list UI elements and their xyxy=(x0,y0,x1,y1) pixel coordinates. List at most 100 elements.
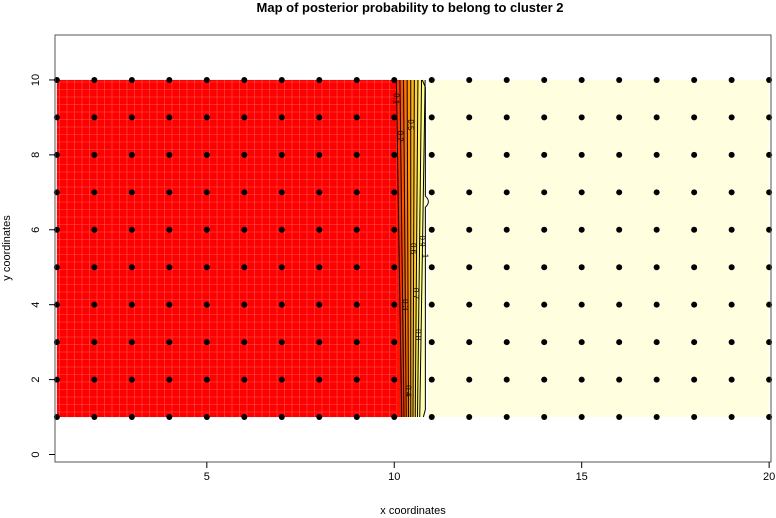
grid-point xyxy=(241,376,248,383)
contour-label: 0.5 xyxy=(406,119,415,131)
x-tick-label: 10 xyxy=(388,471,400,483)
grid-point xyxy=(241,189,248,196)
contour-label: 0.9 xyxy=(418,235,427,247)
grid-point xyxy=(241,76,248,83)
grid-point xyxy=(391,151,398,158)
grid-point xyxy=(166,226,173,233)
grid-point xyxy=(128,226,135,233)
low-probability-region xyxy=(56,79,397,418)
grid-point xyxy=(578,301,585,308)
grid-point xyxy=(203,414,210,421)
contour-label: 0.2 xyxy=(396,131,405,143)
grid-point xyxy=(541,226,548,233)
grid-point xyxy=(466,114,473,121)
grid-point xyxy=(391,264,398,271)
y-tick-label: 6 xyxy=(30,227,42,233)
grid-point xyxy=(278,189,285,196)
grid-point xyxy=(203,301,210,308)
grid-point xyxy=(203,339,210,346)
grid-point xyxy=(428,76,435,83)
grid-point xyxy=(428,301,435,308)
grid-point xyxy=(391,376,398,383)
grid-point xyxy=(541,339,548,346)
grid-point xyxy=(616,226,623,233)
x-tick-label: 15 xyxy=(576,471,588,483)
grid-point xyxy=(616,114,623,121)
grid-point xyxy=(241,114,248,121)
grid-point xyxy=(691,189,698,196)
grid-point xyxy=(91,226,98,233)
grid-point xyxy=(616,301,623,308)
grid-point xyxy=(278,414,285,421)
grid-point xyxy=(203,151,210,158)
grid-point xyxy=(278,301,285,308)
grid-point xyxy=(428,189,435,196)
grid-point xyxy=(91,76,98,83)
grid-point xyxy=(353,301,360,308)
grid-point xyxy=(353,189,360,196)
grid-point xyxy=(653,189,660,196)
grid-point xyxy=(541,76,548,83)
grid-point xyxy=(466,301,473,308)
grid-point xyxy=(91,376,98,383)
grid-point xyxy=(166,264,173,271)
grid-point xyxy=(503,414,510,421)
grid-point xyxy=(653,151,660,158)
grid-point xyxy=(128,414,135,421)
grid-point xyxy=(653,339,660,346)
grid-point xyxy=(728,264,735,271)
grid-point xyxy=(91,151,98,158)
grid-point xyxy=(466,76,473,83)
grid-point xyxy=(353,114,360,121)
grid-point xyxy=(241,301,248,308)
contour-line xyxy=(414,79,419,418)
grid-point xyxy=(578,226,585,233)
grid-point xyxy=(241,226,248,233)
grid-point xyxy=(691,339,698,346)
grid-point xyxy=(541,114,548,121)
grid-point xyxy=(728,414,735,421)
x-tick-label: 5 xyxy=(204,471,210,483)
grid-point xyxy=(428,114,435,121)
grid-point xyxy=(616,189,623,196)
grid-point xyxy=(316,301,323,308)
contour-label: 0.8 xyxy=(413,329,422,341)
grid-point xyxy=(728,376,735,383)
contour-line xyxy=(403,79,407,418)
grid-point xyxy=(166,376,173,383)
grid-point xyxy=(503,301,510,308)
grid-point xyxy=(541,414,548,421)
probability-band xyxy=(407,79,411,418)
grid-point xyxy=(278,376,285,383)
grid-point xyxy=(353,376,360,383)
grid-point xyxy=(466,414,473,421)
plot-frame xyxy=(54,34,772,463)
probability-band xyxy=(399,79,407,418)
grid-point xyxy=(391,414,398,421)
grid-point xyxy=(691,226,698,233)
grid-points xyxy=(53,76,773,421)
grid-point xyxy=(203,76,210,83)
grid-point xyxy=(653,76,660,83)
grid-point xyxy=(428,151,435,158)
contour-line xyxy=(406,79,410,418)
probability-band xyxy=(410,79,415,418)
contour-line xyxy=(395,79,403,418)
grid-point xyxy=(503,76,510,83)
grid-point xyxy=(503,114,510,121)
grid-point xyxy=(728,189,735,196)
grid-point xyxy=(278,226,285,233)
contour-label: 0.4 xyxy=(403,385,412,397)
grid-point xyxy=(353,339,360,346)
grid-point xyxy=(316,76,323,83)
grid-point xyxy=(128,301,135,308)
grid-point xyxy=(128,151,135,158)
grid-point xyxy=(316,114,323,121)
contour-label: 0.7 xyxy=(411,288,420,300)
y-tick-label: 8 xyxy=(30,152,42,158)
contour-line xyxy=(421,79,429,418)
contour-line xyxy=(412,79,415,418)
contour-lines: 0.1 0.2 0.3 0.4 0.5 0.6 0.7 0.8 0.9 1 xyxy=(392,79,429,418)
grid-point xyxy=(203,114,210,121)
